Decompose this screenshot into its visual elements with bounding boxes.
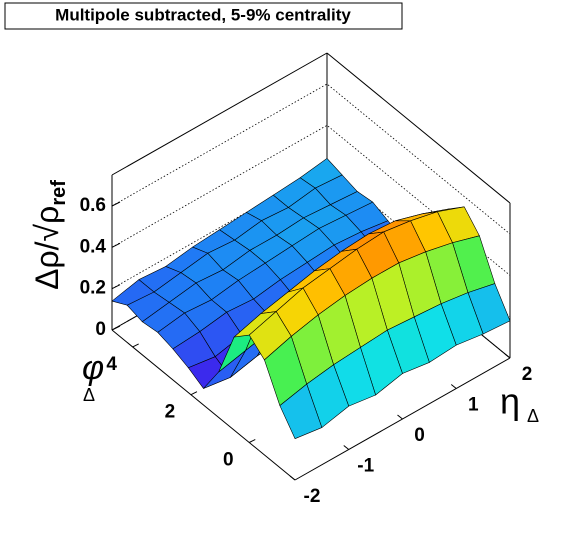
y-tick-label: 4 [106, 354, 117, 375]
z-axis-label-sub: ref [48, 180, 70, 206]
surface-cell [279, 383, 323, 440]
y-tick [249, 439, 256, 443]
x-tick [450, 384, 457, 389]
z-tick [111, 284, 121, 290]
z-tick [111, 242, 121, 248]
y-tick-label: 0 [223, 450, 234, 471]
box-edge [326, 52, 511, 204]
x-tick [397, 414, 403, 420]
x-tick-label: -2 [304, 486, 321, 507]
y-tick [132, 343, 139, 348]
y-tick-label: 2 [165, 402, 176, 423]
x-tick [504, 353, 511, 359]
z-tick [111, 325, 121, 331]
z-tick [111, 201, 121, 207]
title-box [4, 2, 403, 30]
z-tick-label: 0.4 [80, 236, 107, 257]
x-tick [343, 445, 350, 450]
x-axis-label: η [500, 381, 520, 422]
z-axis-label-main: Δρ/√ρ [29, 206, 65, 290]
y-axis-label-sub: Δ [83, 385, 95, 405]
box-edge [111, 52, 328, 176]
z-axis-label: Δρ/√ρref [29, 180, 70, 290]
chart-title: Multipole subtracted, 5-9% centrality [55, 5, 351, 24]
y-tick [190, 391, 198, 396]
x-tick-label: 1 [468, 395, 479, 416]
y-axis [111, 329, 296, 481]
x-tick [289, 475, 296, 481]
z-tick-label: 0.6 [80, 195, 106, 216]
x-tick-label: 0 [414, 425, 425, 446]
y-axis-label: φ [82, 349, 104, 387]
x-tick-label: -1 [357, 456, 374, 477]
z-tick-label: 0.2 [80, 278, 106, 299]
z-tick-label: 0 [95, 319, 106, 340]
x-axis-label-sub: Δ [527, 406, 539, 426]
x-tick-label: 2 [522, 364, 533, 385]
